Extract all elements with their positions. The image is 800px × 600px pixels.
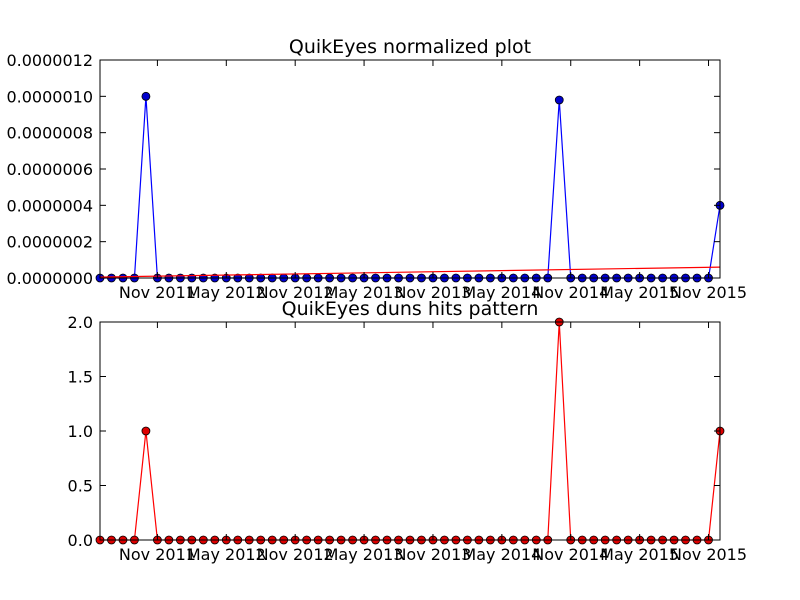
x-tick-label: May 2015	[600, 283, 679, 302]
x-tick-label: Nov 2015	[670, 545, 747, 564]
y-tick-label: 0.0000008	[6, 124, 93, 143]
trend-line	[99, 266, 721, 278]
y-tick-label: 0.0000012	[6, 51, 93, 70]
y-tick-label: 0.0000006	[6, 160, 93, 179]
x-tick-label: May 2012	[187, 283, 266, 302]
duns-hits-chart: QuikEyes duns hits pattern 0.0 0.5 1.0 1.5 2…	[68, 298, 747, 564]
x-tick-label: Nov 2011	[119, 283, 196, 302]
x-tick-label: May 2014	[462, 545, 541, 564]
x-tick-label: May 2014	[462, 283, 541, 302]
y-tick-label: 2.0	[68, 313, 93, 332]
axes-frame	[99, 59, 721, 279]
x-tick-label: Nov 2014	[532, 283, 609, 302]
x-tick-label: Nov 2013	[394, 283, 471, 302]
x-tick-label: Nov 2011	[119, 545, 196, 564]
y-tick-label: 0.0000010	[6, 87, 93, 106]
series-line	[100, 96, 721, 279]
y-tick-label: 0.0000002	[6, 233, 93, 252]
y-tick-label: 0.0000004	[6, 196, 93, 215]
chart-title: QuikEyes normalized plot	[289, 36, 531, 58]
axes-frame	[99, 321, 721, 541]
series-line	[100, 321, 721, 541]
x-tick-label: May 2013	[325, 283, 404, 302]
y-axis: 0.0000000 0.0000002 0.0000004 0.0000006 0.00…	[6, 51, 720, 288]
plot-area	[95, 317, 725, 545]
x-tick-label: Nov 2013	[394, 545, 471, 564]
data-point	[141, 426, 151, 436]
data-point	[141, 91, 151, 101]
x-tick-label: Nov 2012	[257, 283, 334, 302]
y-tick-label: 0.0	[68, 531, 93, 550]
y-tick-label: 0.5	[68, 477, 93, 496]
normalized-plot-chart: QuikEyes normalized plot 0.00000000.0000…	[6, 36, 747, 302]
y-axis: 0.0 0.5 1.0 1.5 2.0	[68, 313, 720, 550]
x-tick-label: May 2013	[325, 545, 404, 564]
data-point	[554, 95, 564, 105]
plot-area	[95, 91, 725, 283]
chart-title: QuikEyes duns hits pattern	[282, 298, 539, 320]
x-tick-label: Nov 2015	[670, 283, 747, 302]
x-tick-label: Nov 2014	[532, 545, 609, 564]
x-tick-label: May 2012	[187, 545, 266, 564]
y-tick-label: 0.0000000	[6, 269, 93, 288]
x-tick-label: May 2015	[600, 545, 679, 564]
x-tick-label: Nov 2012	[257, 545, 334, 564]
y-tick-label: 1.5	[68, 368, 93, 387]
y-tick-label: 1.0	[68, 422, 93, 441]
